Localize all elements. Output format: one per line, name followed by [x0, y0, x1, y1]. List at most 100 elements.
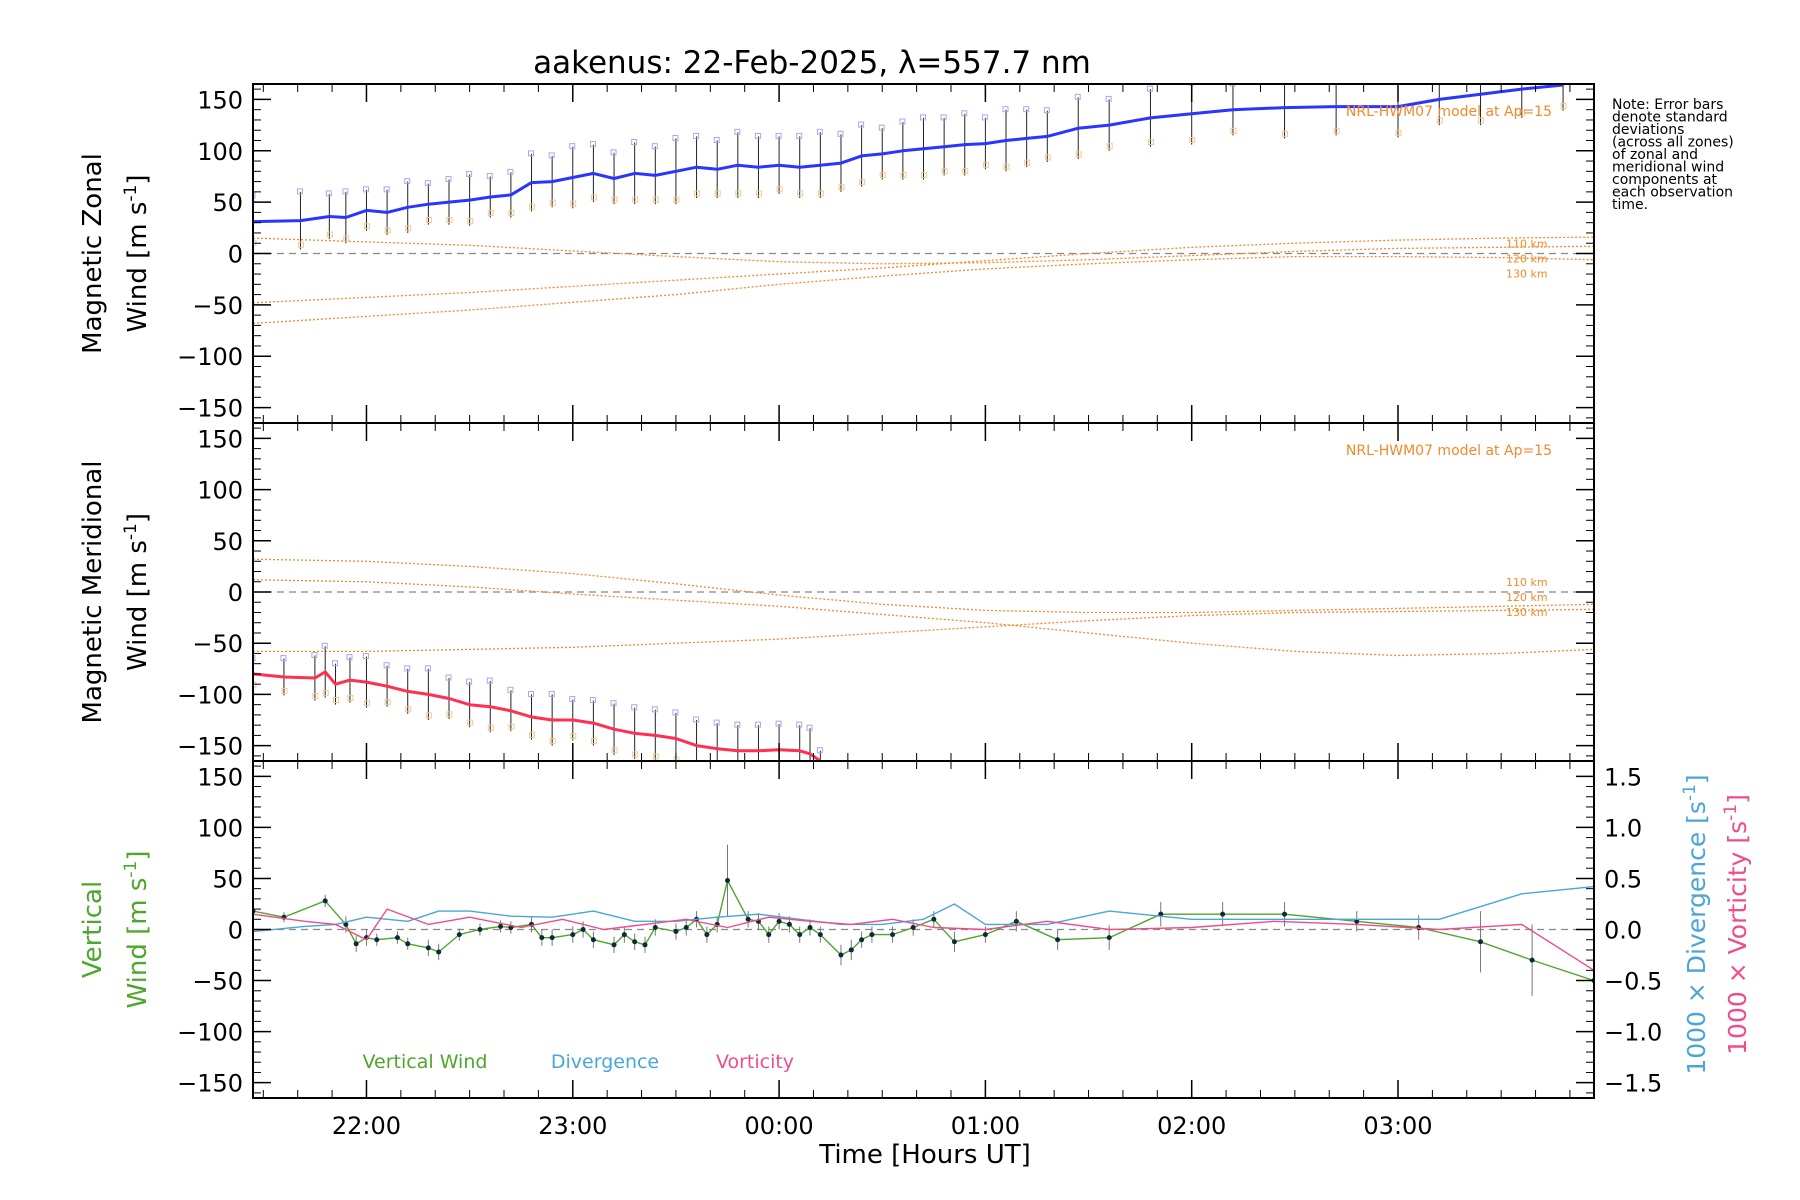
- y-axis-label-close: ]: [123, 175, 153, 185]
- zone-marker: [736, 769, 741, 774]
- zone-marker: [921, 171, 927, 178]
- zone-marker: [297, 241, 304, 248]
- zone-marker: [529, 203, 536, 210]
- model-curve-120km: [253, 608, 1594, 653]
- zone-marker: [652, 196, 659, 203]
- zone-marker: [528, 690, 535, 697]
- vertical-wind-point: [817, 932, 823, 938]
- model-curve-110km: [253, 237, 1594, 265]
- y-tick-label: 50: [212, 189, 243, 217]
- zone-marker: [1074, 93, 1081, 100]
- y-tick-label: 100: [197, 477, 243, 505]
- y-axis-label-line1: Magnetic Meridional: [78, 461, 108, 724]
- right-axis-label-divergence-sup: -1: [1680, 784, 1700, 801]
- model-altitude-label: 130 km: [1506, 606, 1548, 619]
- plot-area: [253, 71, 1594, 325]
- zone-marker: [589, 697, 596, 704]
- zone-marker: [837, 130, 844, 137]
- y-tick-label: −150: [177, 395, 243, 423]
- zone-marker: [672, 709, 679, 716]
- vertical-wind-point: [910, 924, 916, 930]
- zone-marker: [1282, 130, 1289, 137]
- zone-marker: [569, 143, 576, 150]
- zone-marker: [775, 132, 782, 139]
- y-axis-label-sup: -1: [121, 861, 141, 878]
- zone-marker: [817, 190, 824, 197]
- zone-marker: [1024, 159, 1031, 166]
- vertical-wind-point: [611, 942, 617, 948]
- zone-marker: [775, 720, 782, 727]
- vertical-wind-point: [838, 952, 844, 958]
- vertical-wind-point: [848, 947, 854, 953]
- zone-marker: [486, 677, 493, 684]
- zone-marker: [467, 218, 474, 225]
- zone-marker: [424, 180, 431, 187]
- zone-marker: [734, 128, 741, 135]
- zone-marker: [651, 143, 658, 150]
- zone-marker: [1395, 73, 1400, 78]
- zone-marker: [508, 209, 515, 216]
- zone-marker: [507, 168, 514, 175]
- vertical-wind-point: [621, 932, 627, 938]
- model-altitude-label: 110 km: [1506, 238, 1548, 251]
- zone-marker: [798, 769, 803, 774]
- y-tick-label: 100: [197, 814, 243, 842]
- zone-marker: [1395, 129, 1402, 136]
- zone-marker: [610, 700, 617, 707]
- x-tick-label: 01:00: [951, 1112, 1020, 1140]
- series-line-vertical-wind: [253, 879, 1594, 982]
- vertical-wind-point: [1220, 911, 1226, 917]
- zone-marker: [487, 724, 494, 731]
- zone-marker: [693, 716, 700, 723]
- zone-marker: [756, 769, 761, 774]
- vertical-wind-point: [456, 932, 462, 938]
- y-axis-label-close: ]: [123, 851, 153, 861]
- right-axis-label-divergence-text: 1000 × Divergence [s: [1682, 801, 1711, 1075]
- vertical-wind-point: [951, 939, 957, 945]
- zone-marker: [808, 772, 813, 777]
- zone-marker: [311, 652, 318, 659]
- zone-marker: [816, 128, 823, 135]
- vertical-wind-point: [632, 939, 638, 945]
- zone-marker: [383, 662, 390, 669]
- zone-marker: [325, 190, 332, 197]
- y-tick-label: 0: [228, 579, 243, 607]
- zone-marker: [806, 724, 813, 731]
- model-curve-120km: [253, 236, 1594, 304]
- zone-marker: [695, 764, 700, 769]
- model-altitude-label: 130 km: [1506, 268, 1548, 281]
- zone-marker: [940, 114, 947, 121]
- legend-item: Divergence: [551, 1051, 659, 1073]
- vertical-wind-point: [1106, 935, 1112, 941]
- vertical-wind-point: [797, 932, 803, 938]
- zone-marker: [818, 764, 823, 769]
- plot-area: [253, 844, 1594, 996]
- chart-title: aakenus: 22-Feb-2025, λ=557.7 nm: [533, 45, 1091, 81]
- model-altitude-label: 120 km: [1506, 591, 1548, 604]
- zone-marker: [384, 227, 391, 234]
- zone-marker: [466, 170, 473, 177]
- zone-marker: [734, 721, 741, 728]
- vertical-wind-point: [859, 937, 865, 943]
- zone-marker: [632, 196, 639, 203]
- series-line-magnetic-zonal-wind: [253, 84, 1564, 224]
- y-tick-label: −100: [177, 681, 243, 709]
- zone-marker: [1436, 71, 1441, 76]
- zone-marker: [859, 179, 866, 186]
- y-tick-label: 50: [212, 865, 243, 893]
- y-tick-label: −150: [177, 1070, 243, 1098]
- zone-marker: [1043, 107, 1050, 114]
- zone-marker: [858, 121, 865, 128]
- y-tick-label: 100: [197, 138, 243, 166]
- y-axis-label-close: ]: [123, 513, 153, 523]
- vertical-wind-point: [642, 942, 648, 948]
- model-curve-110km: [253, 558, 1594, 614]
- zone-marker: [383, 186, 390, 193]
- zone-marker: [362, 653, 369, 660]
- zone-marker: [1002, 106, 1009, 113]
- right-axis-label-vorticity-sup: -1: [1721, 804, 1741, 821]
- zone-marker: [611, 747, 618, 754]
- model-label: NRL-HWM07 model at Ap=15: [1346, 443, 1552, 459]
